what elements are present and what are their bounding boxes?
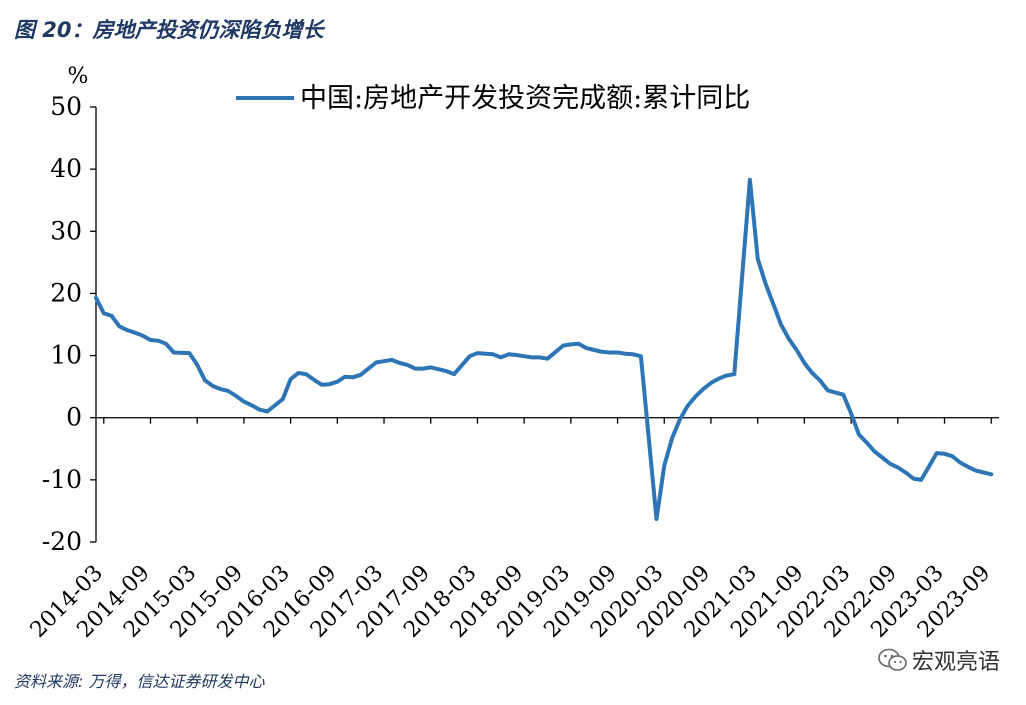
y-tick-label: 0 [66,403,82,432]
y-tick-label: -20 [42,527,82,556]
y-tick-label: -10 [42,465,82,494]
y-axis-unit: % [68,64,89,89]
y-tick-label: 50 [50,92,82,121]
x-axis-ticks: 2014-032014-092015-032015-092016-032016-… [26,417,995,643]
series-line [94,177,994,521]
y-tick-label: 20 [50,278,82,307]
legend-label: 中国:房地产开发投资完成额:累计同比 [300,83,750,114]
y-tick-label: 10 [50,341,82,370]
source-note: 资料来源: 万得，信达证券研发中心 [14,672,265,691]
chart-axes: % [68,64,999,542]
y-axis-ticks: -20 -10 0 10 20 30 40 50 [42,92,96,556]
y-tick-label: 40 [50,154,82,183]
chart-legend: 中国:房地产开发投资完成额:累计同比 [236,83,750,114]
watermark-text: 宏观亮语 [911,650,1000,675]
y-tick-label: 30 [50,216,82,245]
figure-title: 图 20：房地产投资仍深陷负增长 [14,18,324,42]
wechat-icon [878,648,907,671]
series-lines [94,177,994,521]
watermark: 宏观亮语 [878,644,1000,676]
